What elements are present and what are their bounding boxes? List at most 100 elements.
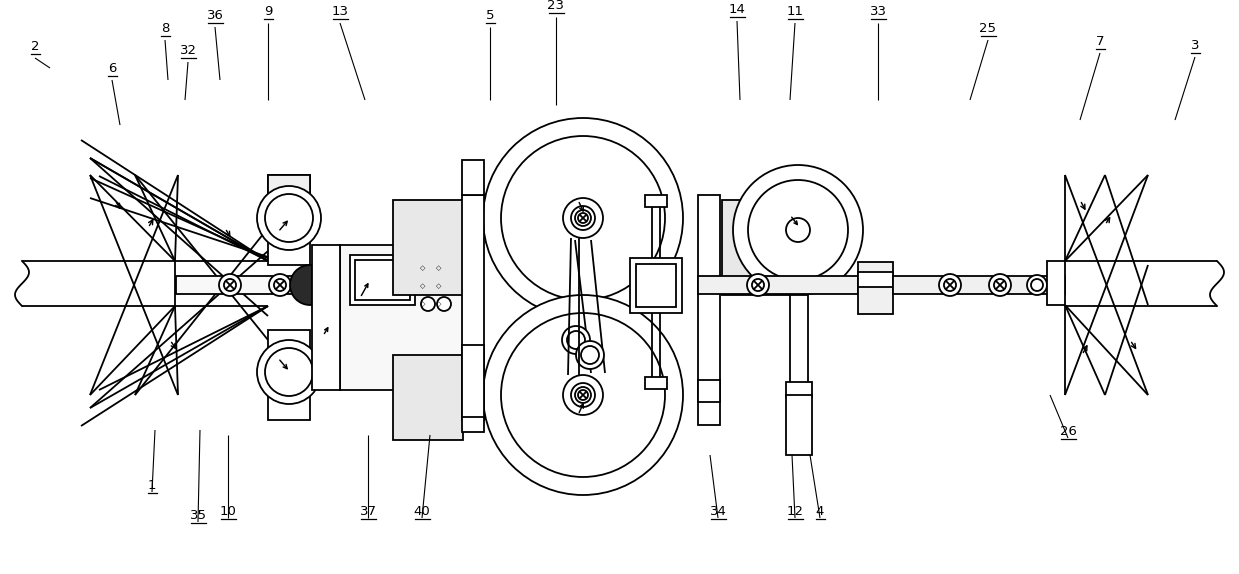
Circle shape xyxy=(944,279,957,291)
Circle shape xyxy=(567,331,585,349)
Circle shape xyxy=(501,136,665,300)
Circle shape xyxy=(265,348,313,396)
Bar xyxy=(698,380,720,402)
Bar xyxy=(462,160,484,195)
Circle shape xyxy=(219,274,242,296)
Circle shape xyxy=(421,261,435,275)
Bar xyxy=(893,276,1066,294)
Text: 37: 37 xyxy=(359,505,377,518)
Circle shape xyxy=(274,279,286,291)
Text: 2: 2 xyxy=(31,40,40,53)
Text: 3: 3 xyxy=(1191,39,1199,52)
Circle shape xyxy=(563,326,590,354)
Circle shape xyxy=(576,341,603,369)
Circle shape xyxy=(575,210,591,226)
Circle shape xyxy=(483,295,683,495)
Circle shape xyxy=(581,346,598,364)
Circle shape xyxy=(1031,279,1043,291)
Bar xyxy=(857,272,893,287)
Text: 12: 12 xyxy=(787,505,804,518)
Circle shape xyxy=(563,375,603,415)
Bar xyxy=(268,175,310,217)
Text: 33: 33 xyxy=(870,5,886,18)
Circle shape xyxy=(1027,275,1047,295)
Text: 40: 40 xyxy=(414,505,430,518)
Circle shape xyxy=(437,279,451,293)
Circle shape xyxy=(939,274,961,296)
Text: 9: 9 xyxy=(264,5,273,18)
Bar xyxy=(698,195,720,425)
Circle shape xyxy=(752,279,764,291)
Text: 34: 34 xyxy=(710,505,726,518)
Text: 8: 8 xyxy=(161,22,170,35)
Bar xyxy=(312,245,339,390)
Bar xyxy=(790,295,808,385)
Text: ◇: ◇ xyxy=(436,283,441,289)
Text: 23: 23 xyxy=(548,0,565,12)
Circle shape xyxy=(256,340,321,404)
Bar xyxy=(786,395,812,455)
Bar xyxy=(462,417,484,432)
Circle shape xyxy=(579,390,589,400)
Circle shape xyxy=(733,165,864,295)
Circle shape xyxy=(483,118,683,318)
Circle shape xyxy=(994,279,1006,291)
Bar xyxy=(356,260,410,300)
Bar xyxy=(857,262,893,314)
Bar xyxy=(646,377,667,389)
Bar xyxy=(462,345,484,420)
Circle shape xyxy=(421,297,435,311)
Circle shape xyxy=(224,279,237,291)
Bar xyxy=(646,195,667,207)
Circle shape xyxy=(563,198,603,238)
Text: ◇: ◇ xyxy=(436,265,441,271)
Circle shape xyxy=(421,279,435,293)
Circle shape xyxy=(571,383,595,407)
Circle shape xyxy=(318,319,341,341)
Text: 10: 10 xyxy=(219,505,237,518)
Bar xyxy=(176,276,306,294)
Circle shape xyxy=(256,186,321,250)
Text: 11: 11 xyxy=(787,5,804,18)
Bar xyxy=(393,355,463,440)
Circle shape xyxy=(747,274,769,296)
Text: 14: 14 xyxy=(729,3,746,16)
Text: 1: 1 xyxy=(147,479,156,492)
Bar xyxy=(462,195,484,420)
Text: 7: 7 xyxy=(1095,35,1104,48)
Circle shape xyxy=(501,313,665,477)
Text: 26: 26 xyxy=(1059,425,1077,438)
Bar xyxy=(268,330,310,420)
Circle shape xyxy=(748,180,847,280)
Text: 5: 5 xyxy=(486,9,494,22)
Text: ◇: ◇ xyxy=(420,301,425,307)
Circle shape xyxy=(579,213,589,223)
Text: 36: 36 xyxy=(207,9,223,22)
Circle shape xyxy=(575,387,591,403)
Circle shape xyxy=(989,274,1011,296)
Bar xyxy=(339,245,465,390)
Bar xyxy=(349,255,415,305)
Text: 13: 13 xyxy=(332,5,348,18)
Text: 4: 4 xyxy=(815,505,824,518)
Text: 25: 25 xyxy=(980,22,996,35)
Circle shape xyxy=(437,261,451,275)
Text: 32: 32 xyxy=(180,44,197,57)
Bar xyxy=(629,258,681,313)
Text: ◇: ◇ xyxy=(420,283,425,289)
Circle shape xyxy=(269,274,291,296)
Text: 6: 6 xyxy=(108,62,116,75)
Circle shape xyxy=(437,297,451,311)
Circle shape xyxy=(290,265,330,305)
Text: ◇: ◇ xyxy=(436,301,441,307)
Text: 35: 35 xyxy=(190,509,207,522)
Bar xyxy=(786,382,812,397)
Bar xyxy=(1047,261,1066,305)
Bar xyxy=(636,264,676,307)
Bar xyxy=(698,276,857,294)
Circle shape xyxy=(786,218,810,242)
Circle shape xyxy=(265,194,313,242)
Circle shape xyxy=(571,206,595,230)
Bar xyxy=(722,200,797,295)
Text: ◇: ◇ xyxy=(420,265,425,271)
